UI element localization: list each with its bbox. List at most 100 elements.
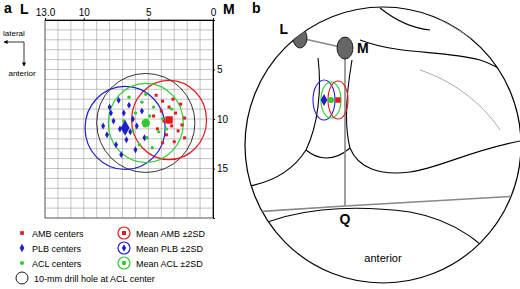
landmark <box>337 37 353 59</box>
grid-line <box>45 138 213 139</box>
grid-line <box>45 69 213 70</box>
landmark-label: M <box>357 40 369 56</box>
point <box>168 106 171 109</box>
x-tick-mark <box>148 18 149 20</box>
mean-marker <box>165 116 172 123</box>
series <box>152 94 186 145</box>
direction-arrow <box>4 42 24 43</box>
point <box>180 123 183 126</box>
x-tick: 10 <box>79 7 91 20</box>
point <box>171 98 174 101</box>
legend-label: Mean AMB ±2SD <box>136 229 205 239</box>
point <box>117 97 121 104</box>
point <box>144 93 147 96</box>
point <box>173 140 176 143</box>
x-tick: 0 <box>211 7 217 20</box>
point <box>161 117 164 120</box>
series <box>122 93 173 150</box>
reference-line <box>344 48 346 206</box>
panel-label: b <box>252 0 261 16</box>
point <box>119 151 123 158</box>
point <box>161 100 164 103</box>
legend: AMB centers PLB centers ACL centers Mean AM… <box>16 227 205 284</box>
point <box>138 143 141 146</box>
grid-line <box>45 59 213 60</box>
x-tick-label: 5 <box>146 7 152 18</box>
point <box>140 100 143 103</box>
landmark-label: L <box>279 21 288 37</box>
grid-line <box>45 49 213 50</box>
y-axis-line <box>214 21 216 219</box>
point <box>127 102 131 109</box>
direction-label: anterior <box>364 252 402 264</box>
point <box>157 130 160 133</box>
point <box>134 111 137 114</box>
reference-line <box>252 206 345 212</box>
point <box>101 122 105 129</box>
y-tick: 10 <box>213 114 229 125</box>
point <box>152 115 155 118</box>
legend-label: ACL centers <box>32 259 82 269</box>
y-tick-label: 15 <box>217 163 229 174</box>
scope-mean-marker <box>328 97 334 103</box>
point <box>109 110 113 117</box>
legend-marker <box>118 227 130 239</box>
sd-ellipse <box>85 86 165 169</box>
legend-marker <box>20 231 24 235</box>
point <box>179 103 182 106</box>
legend-marker <box>122 231 126 235</box>
legend-label: AMB centers <box>32 229 84 239</box>
point <box>183 136 186 139</box>
anatomy-contour <box>306 148 350 158</box>
legend-marker <box>118 257 130 269</box>
direction-label: anterior <box>8 69 35 78</box>
point <box>131 116 135 123</box>
grid-line <box>45 109 213 110</box>
point <box>111 117 115 124</box>
y-tick: 15 <box>213 163 229 174</box>
grid-line <box>45 119 213 120</box>
landmark <box>293 28 307 48</box>
x-tick-mark <box>45 18 46 20</box>
scope-content <box>245 6 520 280</box>
point <box>152 105 155 108</box>
series <box>101 97 146 158</box>
anatomy-contour <box>250 6 322 70</box>
y-tick-mark <box>213 119 215 120</box>
point <box>145 136 148 139</box>
x-tick: 13.0 <box>36 7 56 20</box>
scope-mean-marker <box>335 97 340 102</box>
reference-line <box>345 196 518 206</box>
point <box>170 124 173 127</box>
grid-line <box>45 198 213 199</box>
point <box>140 108 144 115</box>
plot-area <box>85 73 206 172</box>
point <box>135 122 139 129</box>
x-tick-mark <box>213 18 214 20</box>
anatomy-contour <box>440 20 515 75</box>
point <box>151 146 154 149</box>
figure: a13.0105051015LMlateralanteriorAMB cente… <box>0 0 520 289</box>
legend-label: PLB centers <box>32 244 82 254</box>
anatomy-contour <box>346 60 520 173</box>
point <box>114 141 118 148</box>
grid-line <box>45 39 213 40</box>
landmark-label: Q <box>340 211 351 227</box>
point <box>108 104 112 111</box>
y-tick-mark <box>213 70 215 71</box>
legend-label: Mean ACL ±2SD <box>136 259 203 269</box>
anatomy-contour <box>250 58 320 186</box>
direction-arrow <box>24 42 25 66</box>
legend-label: 10-mm drill hole at ACL center <box>34 274 155 284</box>
point <box>161 141 164 144</box>
mean-marker <box>142 119 150 127</box>
sd-ellipse <box>108 83 183 162</box>
point <box>155 94 158 97</box>
x-tick-label: 13.0 <box>36 7 56 18</box>
x-axis-line <box>46 18 214 21</box>
point <box>174 112 177 115</box>
point <box>124 136 128 143</box>
point <box>156 127 159 130</box>
point <box>122 110 126 117</box>
point <box>165 127 168 130</box>
